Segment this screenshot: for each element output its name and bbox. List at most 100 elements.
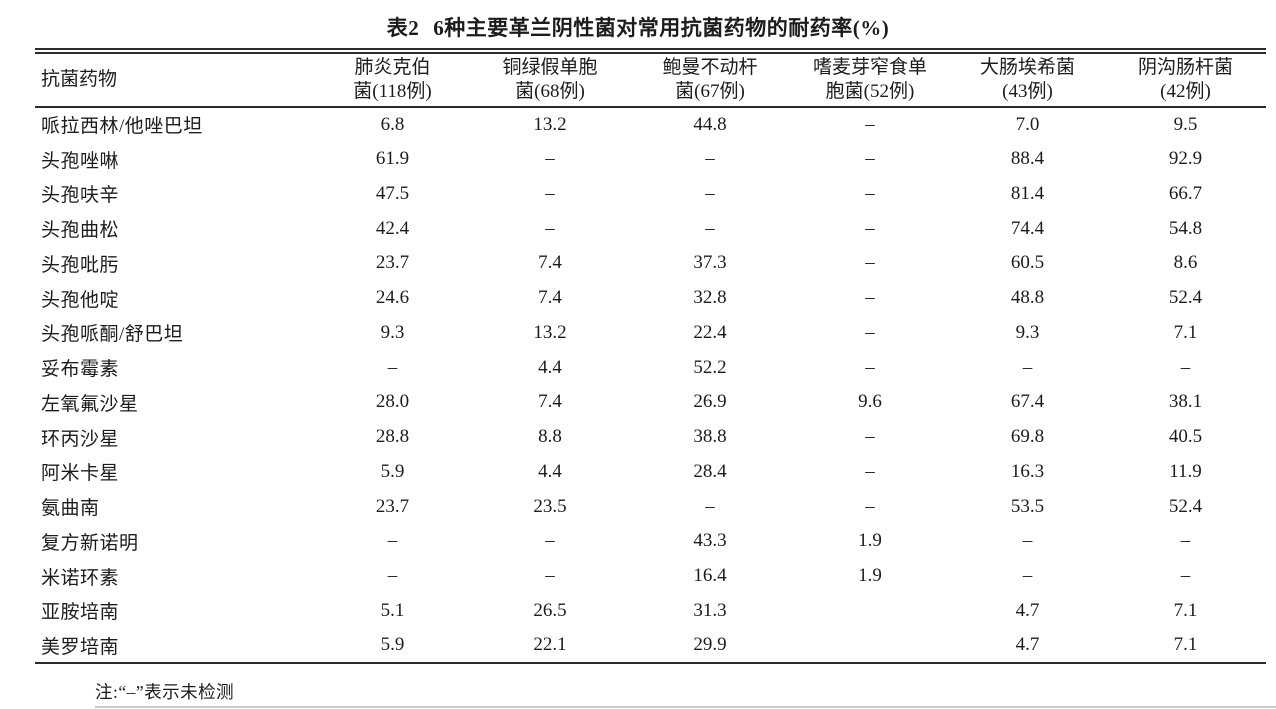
value-cell: 48.8 xyxy=(1010,287,1045,309)
value-cell: 7.1 xyxy=(1173,321,1198,343)
value-cell: – xyxy=(865,252,875,274)
value-cell: 81.4 xyxy=(1010,182,1045,204)
value-cell: 60.5 xyxy=(1010,252,1045,274)
value-cell: 29.9 xyxy=(693,634,727,656)
value-cell: 38.1 xyxy=(1168,391,1203,413)
value-cell: 88.4 xyxy=(1010,148,1045,170)
value-cell: – xyxy=(387,565,398,587)
table-row: 阿米卡星 5.9 4.4 28.4 – 16.3 11.9 xyxy=(35,455,1266,490)
value-cell: 5.9 xyxy=(380,634,405,656)
table-row: 头孢曲松 42.4 – – – 74.4 54.8 xyxy=(35,211,1266,246)
value-cell: 9.6 xyxy=(858,391,882,413)
value-cell: 7.1 xyxy=(1173,599,1198,621)
value-cell: – xyxy=(545,182,555,204)
value-cell: – xyxy=(545,148,555,170)
value-cell xyxy=(790,594,950,629)
table-row: 妥布霉素 – 4.4 52.2 – – – xyxy=(35,350,1266,385)
table-row: 环丙沙星 28.8 8.8 38.8 – 69.8 40.5 xyxy=(35,420,1266,455)
value-cell: 66.7 xyxy=(1168,182,1203,204)
drug-name-cell: 头孢吡肟 xyxy=(41,254,120,276)
value-cell: – xyxy=(865,287,875,309)
value-cell xyxy=(790,628,950,663)
column-header-line: 肺炎克伯 xyxy=(354,57,431,79)
column-header-line: 嗜麦芽窄食单 xyxy=(812,57,927,79)
table-title-text: 6种主要革兰阴性菌对常用抗菌药物的耐药率(%) xyxy=(433,16,890,40)
value-cell: 8.8 xyxy=(538,426,562,448)
column-header-line: 抗菌药物 xyxy=(41,69,118,91)
value-cell: 16.3 xyxy=(1010,460,1045,482)
drug-name-cell: 复方新诺明 xyxy=(41,532,139,554)
value-cell: 42.4 xyxy=(375,217,410,239)
value-cell: 24.6 xyxy=(375,287,410,309)
value-cell: – xyxy=(1022,530,1033,552)
page-bottom-divider xyxy=(95,706,1276,708)
value-cell: 43.3 xyxy=(693,530,727,552)
value-cell: 67.4 xyxy=(1010,391,1045,413)
table-row: 左氧氟沙星 28.0 7.4 26.9 9.6 67.4 38.1 xyxy=(35,385,1266,420)
value-cell: 26.5 xyxy=(533,599,567,621)
drug-name-cell: 妥布霉素 xyxy=(41,359,120,381)
value-cell: 7.4 xyxy=(538,252,562,274)
value-cell: 26.9 xyxy=(693,391,727,413)
drug-name-cell: 头孢唑啉 xyxy=(41,150,120,172)
value-cell: 1.9 xyxy=(858,565,882,587)
value-cell: 61.9 xyxy=(375,148,410,170)
value-cell: 74.4 xyxy=(1010,217,1045,239)
column-header-organism: 鲍曼不动杆 菌(67例) xyxy=(630,51,790,108)
value-cell: – xyxy=(865,148,875,170)
table-row: 头孢吡肟 23.7 7.4 37.3 – 60.5 8.6 xyxy=(35,246,1266,281)
drug-name-cell: 氨曲南 xyxy=(41,498,100,520)
value-cell: 9.5 xyxy=(1173,113,1198,135)
column-header-drug: 抗菌药物 xyxy=(35,51,315,108)
value-cell: 9.3 xyxy=(380,321,405,343)
value-cell: – xyxy=(705,148,715,170)
value-cell: 13.2 xyxy=(533,113,567,135)
value-cell: – xyxy=(705,217,715,239)
value-cell: – xyxy=(865,182,875,204)
value-cell: 22.1 xyxy=(533,634,567,656)
value-cell: – xyxy=(387,530,398,552)
value-cell: 54.8 xyxy=(1168,217,1203,239)
value-cell: – xyxy=(545,530,555,552)
value-cell: – xyxy=(387,356,398,378)
drug-name-cell: 头孢呋辛 xyxy=(41,185,120,207)
table-body: 哌拉西林/他唑巴坦 6.8 13.2 44.8 – 7.0 9.5 头孢唑啉 61.9 – – – 88… xyxy=(35,107,1266,663)
table-container: 抗菌药物 肺炎克伯 菌(118例) 铜绿假单胞 菌(68例) 鲍曼不动杆 菌(67例) 嗜麦芽… xyxy=(35,48,1266,664)
value-cell: 52.2 xyxy=(693,356,727,378)
value-cell: 40.5 xyxy=(1168,426,1203,448)
drug-name-cell: 环丙沙星 xyxy=(41,428,120,450)
value-cell: 23.5 xyxy=(533,495,567,517)
column-header-organism: 大肠埃希菌 (43例) xyxy=(950,51,1105,108)
value-cell: 7.4 xyxy=(538,287,562,309)
value-cell: – xyxy=(1180,530,1191,552)
table-row: 头孢唑啉 61.9 – – – 88.4 92.9 xyxy=(35,142,1266,177)
value-cell: – xyxy=(545,217,555,239)
value-cell: 16.4 xyxy=(693,565,727,587)
column-header-line: 菌(67例) xyxy=(675,81,745,102)
value-cell: 8.6 xyxy=(1173,252,1198,274)
drug-name-cell: 头孢哌酮/舒巴坦 xyxy=(41,324,184,346)
table-footnote: 注:“–”表示未检测 xyxy=(95,682,235,702)
table-row: 亚胺培南 5.1 26.5 31.3 4.7 7.1 xyxy=(35,594,1266,629)
drug-name-cell: 米诺环素 xyxy=(41,567,120,589)
value-cell: – xyxy=(865,356,875,378)
table-header: 抗菌药物 肺炎克伯 菌(118例) 铜绿假单胞 菌(68例) 鲍曼不动杆 菌(67例) 嗜麦芽… xyxy=(35,51,1266,108)
drug-name-cell: 美罗培南 xyxy=(41,636,120,658)
value-cell: 6.8 xyxy=(380,113,405,135)
column-header-line: 菌(68例) xyxy=(515,81,585,102)
value-cell: 23.7 xyxy=(375,495,410,517)
column-header-organism: 肺炎克伯 菌(118例) xyxy=(315,51,470,108)
value-cell: 28.8 xyxy=(375,426,410,448)
table-row: 米诺环素 – – 16.4 1.9 – – xyxy=(35,559,1266,594)
column-header-organism: 嗜麦芽窄食单 胞菌(52例) xyxy=(790,51,950,108)
column-header-line: 阴沟肠杆菌 xyxy=(1137,57,1233,79)
value-cell: 4.4 xyxy=(538,460,562,482)
value-cell: – xyxy=(1022,356,1033,378)
value-cell: – xyxy=(865,321,875,343)
value-cell: 1.9 xyxy=(858,530,882,552)
drug-name-cell: 头孢曲松 xyxy=(41,220,120,242)
value-cell: 5.9 xyxy=(380,460,405,482)
value-cell: 47.5 xyxy=(375,182,410,204)
table-row: 美罗培南 5.9 22.1 29.9 4.7 7.1 xyxy=(35,628,1266,663)
